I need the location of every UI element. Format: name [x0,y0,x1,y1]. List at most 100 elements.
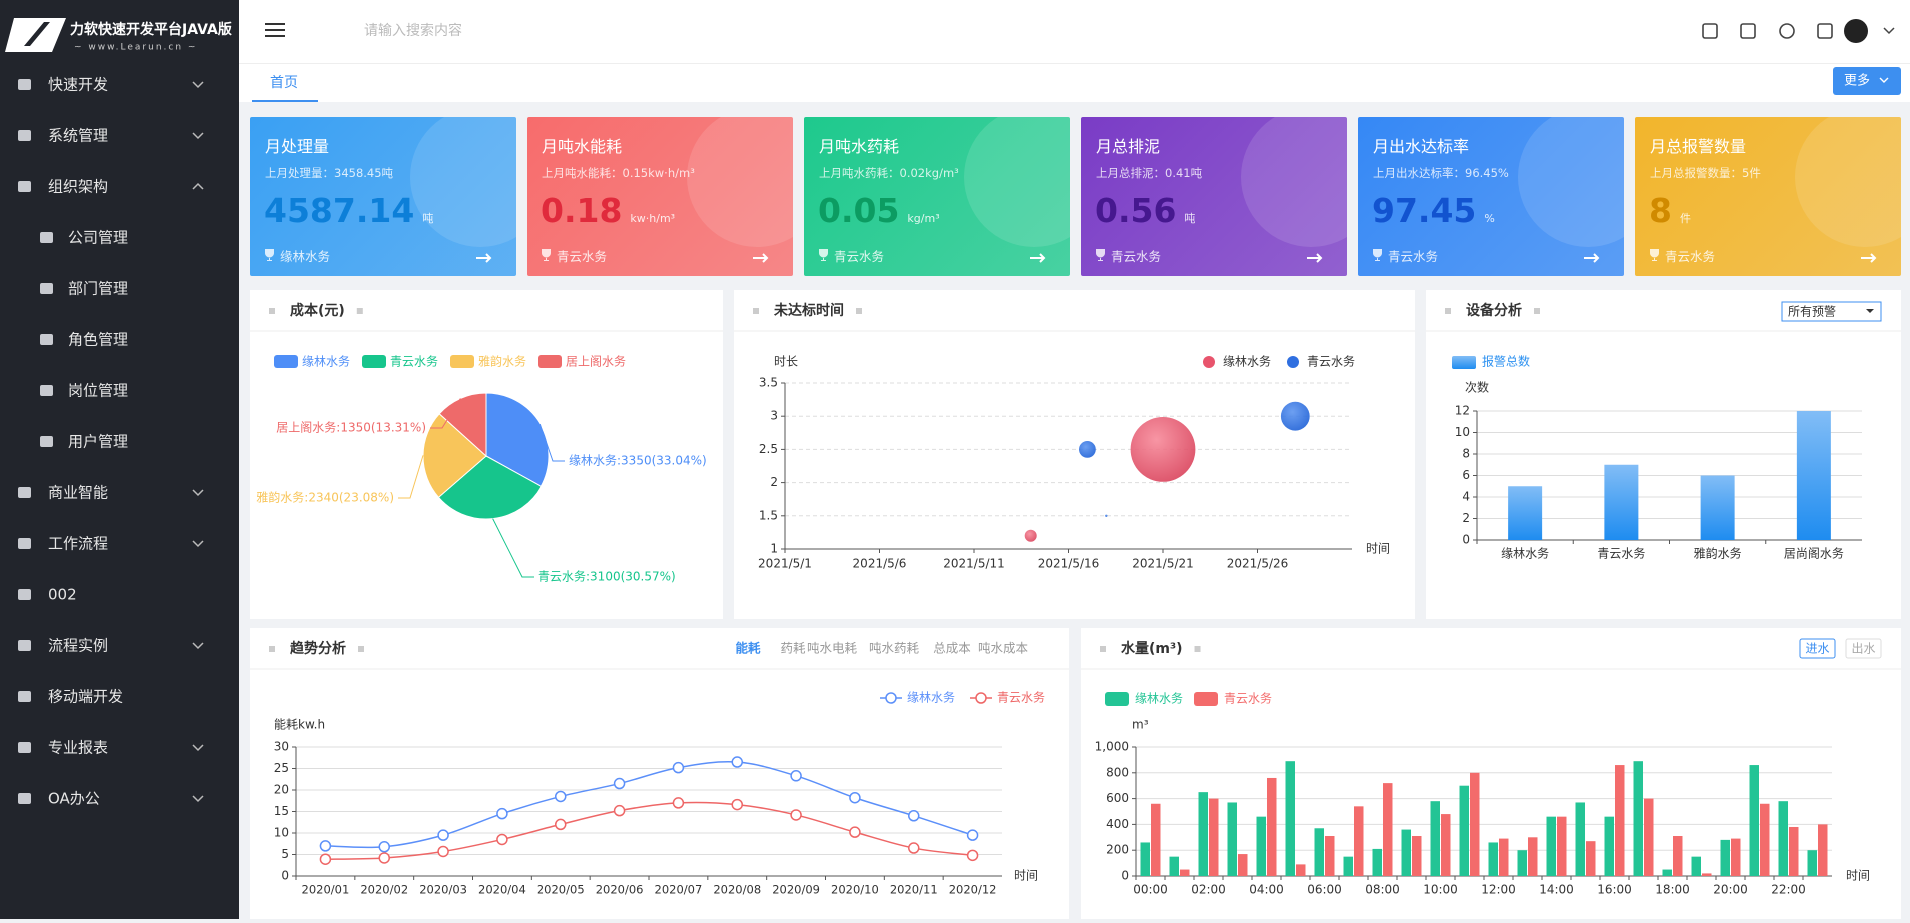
line [325,761,973,849]
watermark [1241,117,1347,247]
legend-label: 雅韵水务 [478,354,526,369]
point [731,756,743,768]
submenu-item[interactable]: 岗位管理 [68,382,128,400]
bar [1499,838,1509,876]
bar [1517,850,1527,876]
point [966,829,979,841]
kpi-card: 月吨水能耗 上月吨水能耗：0.15kw·h/m³ 0.18 kw·h/m³ 青云水务 [527,117,793,276]
point [672,761,685,774]
bar [1731,838,1741,876]
title-dot [856,308,862,314]
chart-tab[interactable]: 总成本 [933,641,971,656]
x-tick-label: 2020/11 [890,883,938,897]
card-value-row: 0.56 吨 [1095,191,1195,230]
chart-tab[interactable]: 能耗 [735,641,761,656]
y-tick-label: 15 [274,804,289,818]
chart-tab[interactable]: 吨水电耗 [807,641,858,656]
menu-item[interactable]: 流程实例 [48,637,108,655]
filter-select[interactable] [1781,301,1882,322]
menu-icon [18,589,31,600]
x-tick-label: 2020/02 [360,883,408,897]
menu-item[interactable]: OA办公 [48,790,100,808]
point [908,842,920,854]
trophy [265,249,274,261]
card-company: 青云水务 [1388,249,1439,264]
menu-item[interactable]: 快速开发 [48,76,108,94]
bar [1796,411,1831,540]
card-unit: 件 [1679,212,1691,225]
header: 请输入搜索内容 [239,0,1910,64]
menu-item[interactable]: 专业报表 [48,739,108,757]
y-axis-label: 次数 [1465,380,1489,395]
point [790,770,802,782]
menu-item[interactable]: 移动端开发 [48,688,123,706]
chart-tab[interactable]: 出水 [1851,642,1875,656]
bar [1818,824,1828,876]
y-tick-label: 10 [274,826,289,840]
legend-swatch [362,355,386,368]
x-tick-label: 08:00 [1365,883,1400,897]
bar [1238,854,1248,876]
chart-tab[interactable]: 进水 [1805,642,1829,656]
submenu-item[interactable]: 角色管理 [68,331,128,349]
bar [1749,765,1759,876]
legend-swatch [450,355,474,368]
x-tick-label: 04:00 [1249,883,1284,897]
panel-svg: 水量(m³) 进水 出水 m³ 时间 0 200 400 600 800 1,000 00:00 02:… [1081,638,1901,897]
chevron [192,81,204,89]
y-tick-label: 12 [1455,404,1470,418]
submenu-item[interactable]: 部门管理 [68,280,128,298]
bar [1488,842,1498,876]
point [378,841,390,853]
bubble [1079,441,1096,458]
card-art [1650,117,1901,263]
point [731,798,743,811]
menu-icon [40,232,53,243]
menu-item[interactable]: 商业智能 [48,484,108,502]
tab-bar: 首页 更多 [239,64,1910,102]
submenu-item[interactable]: 公司管理 [68,229,128,247]
x-tick-label: 2020/12 [949,883,997,897]
menu-icon [18,640,31,651]
legend-swatch [1452,356,1476,369]
bar [1789,826,1799,876]
chart-tab[interactable]: 吨水成本 [978,641,1029,656]
menu-icon [18,181,31,192]
chevron [192,795,204,803]
chart-tab[interactable]: 药耗 [780,641,806,656]
pie-slice [437,455,542,520]
card-unit: % [1484,212,1495,225]
bar [1508,486,1543,540]
arrow [1307,253,1323,263]
chart-tab-box[interactable] [1799,638,1836,659]
bar [1528,837,1538,876]
select-arrow [1866,309,1874,313]
chart-tab-box[interactable] [1845,638,1882,659]
bar [1285,761,1295,876]
bubble [1130,417,1196,482]
chart-tab[interactable]: 吨水药耗 [869,641,920,656]
point [790,809,802,821]
submenu-item[interactable]: 用户管理 [68,433,128,451]
menu-item[interactable]: 002 [48,586,77,604]
bar [1169,856,1179,876]
menu-item[interactable]: 组织架构 [48,178,108,196]
panel-title: 趋势分析 [290,640,346,657]
panel: 成本(元) 缘林水务 青云水务 雅韵水务 居上阁水务 缘林水务:3350(33.04%) 青… [250,290,723,619]
point [613,804,626,817]
y-axis-label: 能耗kw.h [274,718,325,732]
kpi-card: 月处理量 上月处理量：3458.45吨 4587.14 吨缘林水务 [250,117,516,276]
bar [1140,842,1150,876]
legend-marker [885,692,897,704]
watermark [410,117,516,247]
title-dot [356,308,363,314]
more-button-label: 更多 [1844,73,1870,89]
x-tick-label: 00:00 [1133,883,1168,897]
menu-item[interactable]: 系统管理 [48,127,108,145]
panel-title: 未达标时间 [774,302,844,319]
card-title: 月总排泥 [1096,137,1161,156]
x-tick-label: 2021/5/21 [1132,557,1194,571]
menu-item[interactable]: 工作流程 [48,535,108,553]
card-value-row: 0.18 kw·h/m³ [541,191,675,230]
